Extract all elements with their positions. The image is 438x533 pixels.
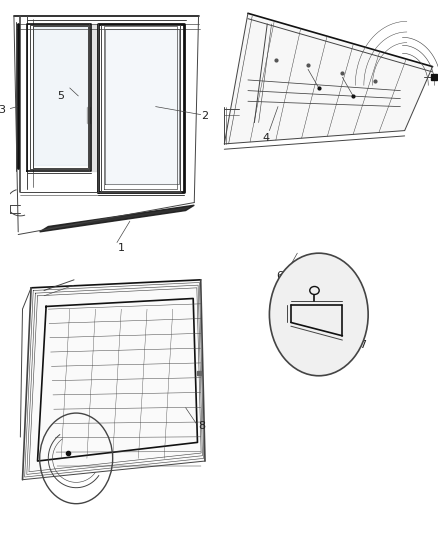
Text: 4: 4 [262, 133, 269, 142]
Text: 7: 7 [359, 341, 366, 350]
Text: 5: 5 [57, 91, 64, 101]
Text: 6: 6 [275, 271, 282, 281]
Polygon shape [89, 24, 97, 171]
Text: 3: 3 [0, 106, 5, 115]
Polygon shape [39, 205, 194, 232]
Polygon shape [224, 13, 431, 144]
Polygon shape [34, 27, 88, 165]
Polygon shape [22, 280, 205, 480]
Text: 8: 8 [198, 422, 205, 431]
Polygon shape [87, 107, 90, 123]
Circle shape [269, 253, 367, 376]
Text: 2: 2 [201, 111, 208, 121]
Text: 1: 1 [117, 243, 124, 253]
Polygon shape [104, 29, 179, 184]
